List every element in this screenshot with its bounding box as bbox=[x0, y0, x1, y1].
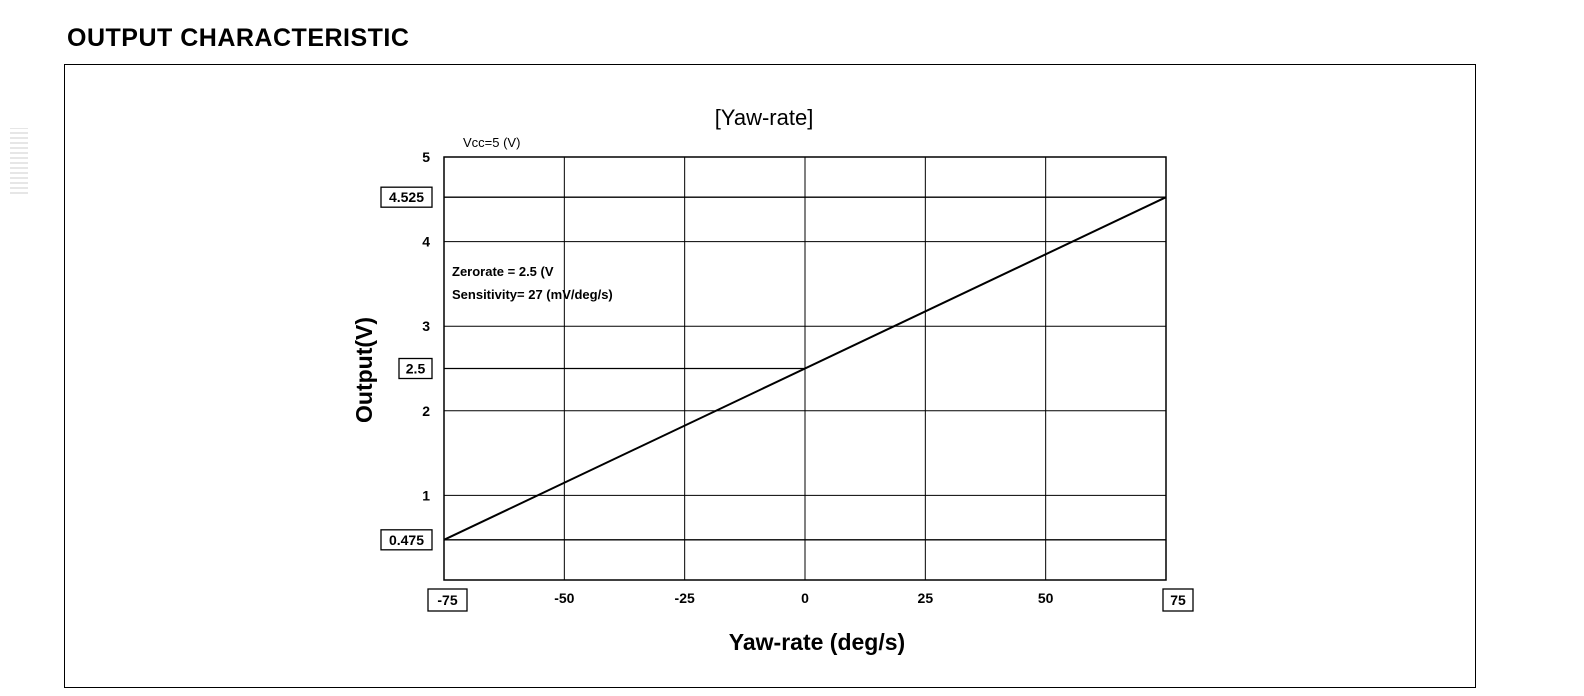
boxed-y-value: 0.475 bbox=[389, 532, 424, 548]
page-heading: OUTPUT CHARACTERISTIC bbox=[67, 24, 410, 52]
y-tick-label: 2 bbox=[422, 403, 430, 419]
scan-artifact bbox=[10, 128, 28, 194]
x-tick-labels: -50 -25 0 25 50 bbox=[554, 590, 1053, 606]
y-tick-label: 1 bbox=[422, 487, 430, 503]
zero-rate-annotation: Zerorate = 2.5 (V bbox=[452, 264, 554, 279]
boxed-value-frame bbox=[380, 529, 433, 551]
series-layer bbox=[443, 196, 1167, 541]
chart-frame bbox=[64, 64, 1476, 688]
plot-area-border bbox=[443, 156, 1167, 581]
boxed-value-frame bbox=[1162, 588, 1194, 612]
supply-voltage-label: Vcc=5 (V) bbox=[463, 135, 520, 150]
y-tick-label: 4 bbox=[422, 234, 430, 250]
boxed-x-value: 75 bbox=[1170, 592, 1186, 608]
x-axis-title: Yaw-rate (deg/s) bbox=[729, 629, 905, 655]
x-tick-label: 0 bbox=[801, 590, 809, 606]
y-axis-title: Output(V) bbox=[351, 317, 377, 423]
chart-title: [Yaw-rate] bbox=[715, 105, 814, 130]
sensitivity-annotation: Sensitivity= 27 (mV/deg/s) bbox=[452, 287, 613, 302]
boxed-y-value: 4.525 bbox=[389, 189, 424, 205]
x-tick-label: -25 bbox=[675, 590, 695, 606]
grid-lines bbox=[444, 157, 1166, 580]
boxed-value-labels: 0.475 2.5 4.525 -75 75 bbox=[380, 186, 1194, 612]
x-tick-label: -50 bbox=[554, 590, 574, 606]
boxed-x-value: -75 bbox=[437, 592, 457, 608]
y-tick-labels: 1 2 3 4 5 bbox=[422, 149, 430, 503]
y-tick-label: 5 bbox=[422, 149, 430, 165]
boxed-value-frame bbox=[380, 186, 433, 208]
y-tick-label: 3 bbox=[422, 318, 430, 334]
boxed-value-frame bbox=[427, 588, 468, 612]
x-tick-label: 50 bbox=[1038, 590, 1054, 606]
x-tick-label: 25 bbox=[918, 590, 934, 606]
boxed-value-frame bbox=[398, 357, 433, 380]
boxed-y-value: 2.5 bbox=[406, 361, 426, 377]
series-line bbox=[443, 196, 1167, 541]
